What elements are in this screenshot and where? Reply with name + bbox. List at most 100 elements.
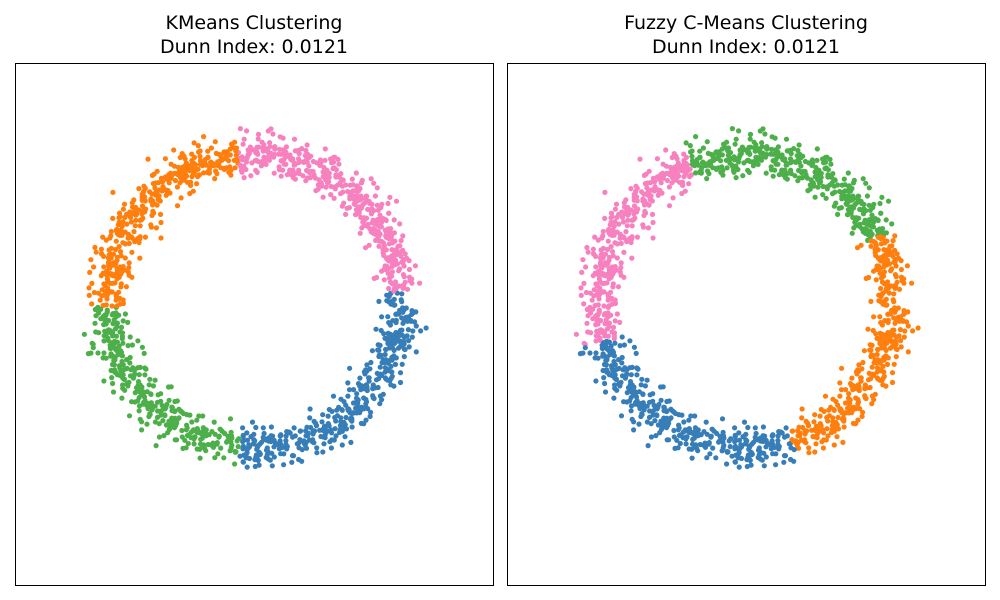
kmeans-cluster-3-point — [189, 419, 195, 425]
kmeans-cluster-3-point — [92, 306, 98, 313]
kmeans-cluster-2-point — [279, 444, 285, 451]
kmeans-cluster-2-point — [383, 346, 389, 353]
kmeans-cluster-2-point — [303, 445, 310, 451]
kmeans-cluster-2-point — [289, 453, 296, 459]
fuzzy-cluster-2-point — [727, 444, 733, 450]
fuzzy-cluster-3-point — [805, 423, 812, 429]
fuzzy-cluster-0-point — [866, 202, 872, 208]
kmeans-cluster-0-point — [194, 181, 200, 187]
kmeans-cluster-3-point — [137, 384, 143, 390]
fuzzy-cluster-2-point — [658, 397, 664, 403]
kmeans-cluster-0-point — [174, 203, 181, 209]
kmeans-cluster-1-point — [280, 147, 287, 153]
fuzzy-cluster-1-point — [666, 203, 673, 209]
fuzzy-cluster-3-point — [915, 325, 921, 331]
fuzzy-cluster-2-point — [646, 414, 653, 420]
fuzzy-cluster-1-point — [585, 249, 591, 255]
kmeans-cluster-3-point — [200, 413, 206, 419]
fuzzy-cluster-1-point — [593, 281, 599, 287]
fuzzy-cluster-1-point — [601, 303, 607, 309]
kmeans-cluster-1-point — [386, 285, 392, 292]
fuzzy-cluster-0-point — [741, 160, 747, 166]
kmeans-cluster-1-point — [368, 176, 374, 182]
fuzzy-cluster-1-point — [631, 211, 637, 217]
kmeans-cluster-2-point — [284, 446, 290, 452]
fuzzy-cluster-1-point — [614, 311, 621, 317]
fuzzy-cluster-0-point — [753, 142, 759, 148]
kmeans-cluster-2-point — [363, 401, 369, 407]
fuzzy-cluster-3-point — [896, 255, 902, 261]
kmeans-cluster-2-point — [379, 372, 385, 378]
fuzzy-cluster-1-point — [612, 206, 619, 212]
kmeans-cluster-3-point — [142, 372, 148, 378]
fuzzy-cluster-3-point — [868, 353, 874, 360]
fuzzy-cluster-0-point — [867, 207, 873, 213]
kmeans-cluster-0-point — [116, 274, 122, 280]
kmeans-cluster-0-point — [184, 173, 190, 179]
kmeans-cluster-2-point — [319, 419, 325, 425]
kmeans-cluster-3-point — [179, 427, 185, 434]
fuzzy-cluster-3-point — [865, 326, 871, 332]
fuzzy-cluster-2-point — [619, 354, 625, 361]
fuzzy-cluster-3-point — [802, 439, 808, 445]
kmeans-cluster-2-point — [320, 412, 326, 418]
kmeans-cluster-3-point — [142, 365, 148, 371]
fuzzy-cluster-3-point — [856, 386, 862, 392]
kmeans-cluster-1-point — [284, 172, 290, 178]
fuzzy-cluster-2-point — [612, 367, 618, 374]
kmeans-cluster-0-point — [181, 177, 187, 183]
fuzzy-cluster-2-point — [689, 455, 695, 461]
kmeans-cluster-2-point — [345, 380, 351, 386]
kmeans-cluster-1-point — [377, 223, 383, 229]
fuzzy-cluster-2-point — [726, 438, 732, 444]
fuzzy-cluster-0-point — [774, 152, 780, 158]
kmeans-cluster-2-point — [332, 426, 338, 432]
fuzzy-cluster-0-point — [729, 126, 736, 132]
kmeans-cluster-3-point — [150, 383, 156, 389]
kmeans-cluster-0-point — [134, 237, 140, 243]
fuzzy-cluster-1-point — [584, 244, 590, 251]
fuzzy-cluster-1-point — [602, 189, 608, 195]
fuzzy-cluster-2-point — [775, 441, 781, 447]
kmeans-cluster-2-point — [399, 327, 405, 333]
kmeans-cluster-0-point — [141, 207, 147, 213]
kmeans-cluster-1-point — [386, 241, 392, 247]
kmeans-cluster-3-point — [185, 432, 191, 438]
fuzzy-cluster-3-point — [889, 370, 896, 376]
kmeans-cluster-0-point — [117, 264, 123, 270]
kmeans-cluster-3-point — [119, 330, 126, 336]
kmeans-cluster-1-point — [328, 183, 334, 190]
kmeans-cluster-0-point — [191, 154, 197, 160]
fuzzy-cluster-3-point — [869, 364, 875, 370]
kmeans-cluster-1-point — [240, 141, 246, 147]
fuzzy-cluster-1-point — [642, 208, 648, 214]
fuzzy-cluster-3-point — [891, 361, 897, 367]
kmeans-cluster-0-point — [101, 264, 107, 270]
kmeans-cluster-1-point — [245, 152, 251, 159]
fuzzy-cluster-0-point — [864, 193, 871, 199]
kmeans-cluster-0-point — [141, 183, 147, 189]
fuzzy-cluster-2-point — [628, 408, 634, 414]
fuzzy-cluster-0-point — [858, 207, 865, 213]
fuzzy-cluster-3-point — [793, 438, 799, 444]
fuzzy-cluster-2-point — [654, 412, 660, 419]
fuzzy-cluster-0-point — [704, 176, 710, 182]
kmeans-cluster-2-point — [240, 459, 246, 465]
fuzzy-cluster-2-point — [603, 354, 610, 360]
kmeans-cluster-1-point — [383, 217, 389, 224]
fuzzy-cluster-3-point — [891, 291, 897, 297]
kmeans-cluster-0-point — [89, 280, 95, 286]
fuzzy-cluster-1-point — [628, 186, 634, 192]
fuzzy-cluster-1-point — [605, 246, 611, 253]
fuzzy-cluster-1-point — [676, 173, 682, 179]
fuzzy-cluster-0-point — [869, 223, 875, 229]
fuzzy-cluster-0-point — [863, 180, 869, 186]
kmeans-cluster-1-point — [363, 196, 369, 202]
kmeans-cluster-3-point — [169, 408, 175, 414]
kmeans-cluster-1-point — [255, 131, 262, 137]
kmeans-cluster-2-point — [264, 445, 270, 451]
kmeans-cluster-2-point — [271, 454, 277, 460]
kmeans-cluster-0-point — [183, 164, 189, 170]
kmeans-cluster-2-point — [281, 451, 287, 457]
fuzzy-cluster-0-point — [845, 207, 852, 213]
